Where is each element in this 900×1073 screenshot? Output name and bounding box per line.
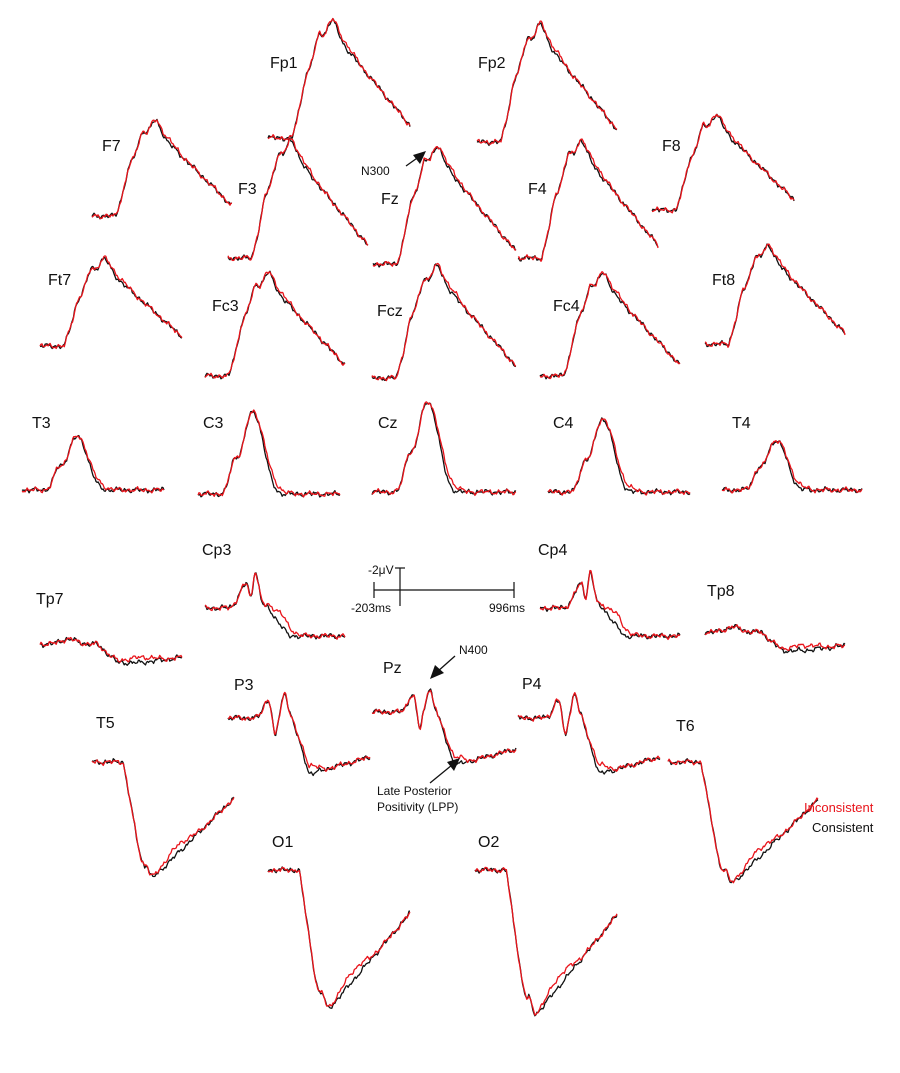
channel-labels: Fp1 Fp2 F7 F3 Fz F4 F8 Ft7 Fc3 Fcz Fc4 Ft8 T3 C3 Cz C4 T… xyxy=(32,55,751,851)
trace-p3-inconsistent xyxy=(227,691,371,772)
channel-label-c4: C4 xyxy=(553,415,574,432)
channel-label-f3: F3 xyxy=(238,181,257,198)
trace-tp7-inconsistent xyxy=(39,636,183,663)
trace-fc4-consistent xyxy=(539,272,681,380)
channel-label-p3: P3 xyxy=(234,677,254,694)
trace-t5-consistent xyxy=(91,758,235,878)
legend-entry-consistent: Consistent xyxy=(812,820,874,835)
trace-ft7-inconsistent xyxy=(39,255,183,350)
scale-bar xyxy=(373,567,515,606)
n400-arrow-head xyxy=(430,665,444,679)
trace-t6-inconsistent xyxy=(667,758,819,884)
lpp-arrow-line xyxy=(429,764,453,784)
trace-fp1-consistent xyxy=(267,17,411,142)
trace-cp3-inconsistent xyxy=(204,572,346,640)
trace-f4-consistent xyxy=(517,139,659,262)
channel-label-ft7: Ft7 xyxy=(48,272,71,289)
trace-fc4-inconsistent xyxy=(539,271,681,380)
channel-label-f8: F8 xyxy=(662,138,681,155)
trace-fp2-consistent xyxy=(476,22,618,147)
trace-t4-inconsistent xyxy=(721,440,863,494)
trace-fc3-inconsistent xyxy=(204,271,346,379)
trace-cp4-consistent xyxy=(539,570,681,640)
channel-label-cp4: Cp4 xyxy=(538,542,567,559)
trace-fc3-consistent xyxy=(204,270,346,380)
channel-label-cp3: Cp3 xyxy=(202,542,231,559)
trace-p4-inconsistent xyxy=(517,692,661,772)
channel-label-t5: T5 xyxy=(96,715,115,732)
channel-label-tp7: Tp7 xyxy=(36,591,64,608)
trace-f4-inconsistent xyxy=(517,138,659,262)
channel-label-c3: C3 xyxy=(203,415,224,432)
channel-label-fc4: Fc4 xyxy=(553,298,580,315)
erp-traces xyxy=(21,17,863,1017)
annotation-n300: N300 xyxy=(361,164,390,178)
channel-label-ft8: Ft8 xyxy=(712,272,735,289)
trace-f7-consistent xyxy=(91,118,233,220)
trace-f3-inconsistent xyxy=(227,138,369,262)
trace-tp8-inconsistent xyxy=(704,624,846,652)
channel-label-fz: Fz xyxy=(381,191,399,208)
trace-t6-consistent xyxy=(667,758,819,884)
channel-label-t6: T6 xyxy=(676,718,695,735)
channel-label-f4: F4 xyxy=(528,181,547,198)
trace-f7-inconsistent xyxy=(91,119,233,220)
trace-o2-inconsistent xyxy=(474,866,618,1016)
trace-ft8-inconsistent xyxy=(704,243,846,348)
trace-c3-consistent xyxy=(197,410,341,498)
trace-ft7-consistent xyxy=(39,257,183,350)
annotation-arrows xyxy=(405,151,460,784)
scale-bar-time-end-label: 996ms xyxy=(489,601,525,615)
trace-fp1-inconsistent xyxy=(267,17,411,141)
legend-entry-inconsistent: Inconsistent xyxy=(804,800,874,815)
trace-t4-consistent xyxy=(721,440,863,494)
trace-c3-inconsistent xyxy=(197,409,341,498)
trace-f8-inconsistent xyxy=(651,113,795,214)
lpp-arrow-head xyxy=(447,758,460,771)
channel-label-pz: Pz xyxy=(383,660,402,677)
trace-cp4-inconsistent xyxy=(539,569,681,641)
annotation-n400: N400 xyxy=(459,643,488,657)
trace-fp2-inconsistent xyxy=(476,20,618,145)
trace-cz-consistent xyxy=(371,402,517,496)
channel-label-fp2: Fp2 xyxy=(478,55,506,72)
channel-label-t3: T3 xyxy=(32,415,51,432)
trace-fcz-consistent xyxy=(371,263,517,382)
scale-bar-amplitude-label: -2μV xyxy=(368,563,394,577)
channel-label-tp8: Tp8 xyxy=(707,583,735,600)
channel-label-fcz: Fcz xyxy=(377,303,403,320)
channel-label-f7: F7 xyxy=(102,138,121,155)
trace-pz-inconsistent xyxy=(371,689,517,764)
channel-label-cz: Cz xyxy=(378,415,398,432)
channel-label-t4: T4 xyxy=(732,415,751,432)
trace-fz-inconsistent xyxy=(372,146,517,267)
trace-t3-consistent xyxy=(21,434,165,494)
trace-t5-inconsistent xyxy=(91,759,235,876)
trace-fcz-inconsistent xyxy=(371,262,517,382)
trace-f8-consistent xyxy=(651,113,795,213)
trace-o1-inconsistent xyxy=(267,866,411,1007)
channel-label-fc3: Fc3 xyxy=(212,298,239,315)
trace-c4-inconsistent xyxy=(547,418,691,496)
trace-cz-inconsistent xyxy=(371,401,517,497)
annotation-lpp-line2: Positivity (LPP) xyxy=(377,800,458,814)
scale-bar-time-start-label: -203ms xyxy=(351,601,391,615)
channel-label-fp1: Fp1 xyxy=(270,55,298,72)
channel-label-o2: O2 xyxy=(478,834,499,851)
trace-t3-inconsistent xyxy=(21,435,165,494)
annotation-lpp-line1: Late Posterior xyxy=(377,784,452,798)
trace-o2-consistent xyxy=(474,867,618,1017)
n400-arrow-line xyxy=(436,655,456,673)
channel-label-o1: O1 xyxy=(272,834,293,851)
trace-f3-consistent xyxy=(227,138,369,261)
trace-tp8-consistent xyxy=(704,623,846,654)
trace-ft8-consistent xyxy=(704,243,846,348)
n300-arrow-head xyxy=(413,151,426,164)
channel-label-p4: P4 xyxy=(522,676,542,693)
